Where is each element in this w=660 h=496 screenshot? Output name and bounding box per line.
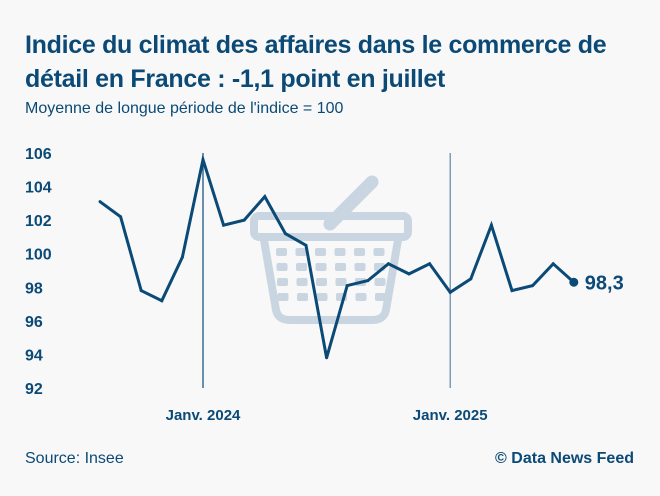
y-tick-label: 98	[25, 280, 43, 297]
data-point	[366, 279, 370, 283]
source-text: Source: Insee	[25, 450, 124, 467]
data-point	[551, 262, 555, 266]
data-point	[263, 195, 267, 199]
data-point	[407, 272, 411, 276]
y-tick-label: 104	[25, 180, 52, 197]
shopping-basket-icon	[250, 175, 412, 324]
data-point	[160, 299, 164, 303]
y-tick-label: 100	[25, 247, 52, 264]
data-point	[180, 255, 184, 259]
y-tick-label: 94	[25, 347, 43, 364]
data-point	[531, 284, 535, 288]
y-tick-label: 96	[25, 314, 43, 331]
data-point	[489, 223, 493, 227]
y-tick-label: 106	[25, 146, 52, 163]
credit-text: © Data News Feed	[495, 450, 634, 467]
last-value-label: 98,3	[585, 272, 624, 294]
data-point	[304, 243, 308, 247]
data-point	[325, 356, 329, 360]
data-point	[283, 232, 287, 236]
data-point	[469, 277, 473, 281]
data-point	[222, 223, 226, 227]
data-point	[119, 215, 123, 219]
data-point	[386, 262, 390, 266]
chart-title: Indice du climat des affaires dans le co…	[25, 31, 607, 93]
x-tick-label: Janv. 2024	[166, 407, 241, 424]
data-point	[98, 200, 102, 204]
data-point	[428, 262, 432, 266]
data-point	[345, 284, 349, 288]
data-point	[201, 158, 205, 162]
data-point	[242, 218, 246, 222]
data-point	[510, 289, 514, 293]
data-point	[448, 290, 452, 294]
y-tick-label: 102	[25, 213, 52, 230]
chart-subtitle: Moyenne de longue période de l'indice = …	[25, 100, 344, 117]
y-tick-label: 92	[25, 381, 43, 398]
last-point-dot	[569, 277, 579, 287]
data-point	[139, 289, 143, 293]
x-tick-label: Janv. 2025	[413, 407, 488, 424]
series-line	[99, 153, 575, 359]
